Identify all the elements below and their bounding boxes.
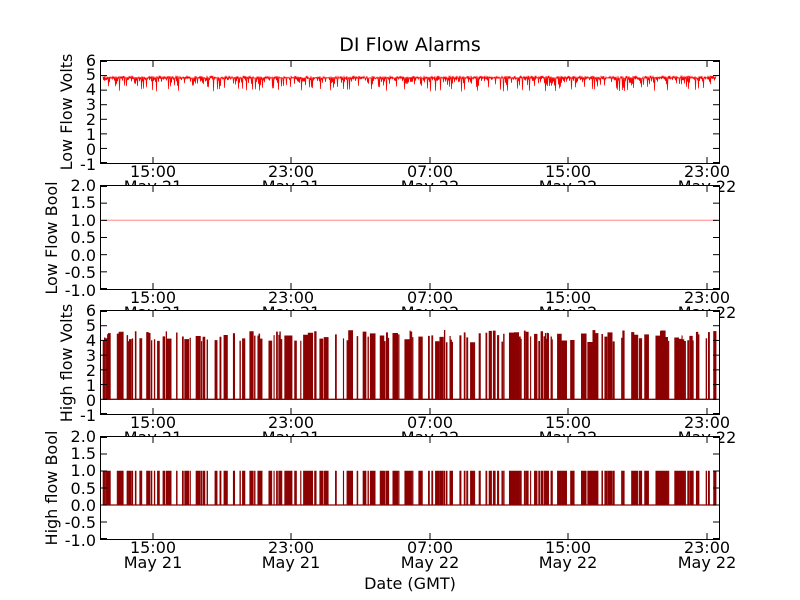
plot-area [101,186,719,289]
plot-area [101,437,719,539]
y-tick-label: -0.5 [64,263,96,282]
x-tick-time-label: 23:00 [267,413,315,432]
x-tick-time-label: 23:00 [267,288,315,307]
y-tick-label: -0.5 [64,513,96,533]
x-tick-date-label: May 21 [123,553,183,572]
y-tick-label: -1.0 [64,530,96,550]
y-tick-label: -1.0 [64,280,96,300]
subplot-low-flow-bool [100,185,720,290]
x-tick-time-label: 15:00 [544,288,592,307]
y-tick-label: 4 [85,80,96,100]
y-tick-label: 6 [85,300,96,320]
x-tick-time-label: 07:00 [406,162,454,181]
y-tick-label: 0 [85,139,96,159]
high-flow-bool-trace [102,470,717,506]
x-tick-time-label: 15:00 [544,162,592,181]
x-tick-time-label: 23:00 [683,538,731,557]
y-tick-label: 0.0 [70,245,96,265]
x-tick-time-label: 15:00 [544,413,592,432]
y-tick-label: 4 [85,330,96,350]
y-tick-label: 2 [85,109,96,129]
x-tick-time-label: 15:00 [129,288,177,307]
x-tick-time-label: 23:00 [267,538,315,557]
x-tick-date-label: May 22 [538,553,598,572]
x-tick-time-label: 07:00 [406,413,454,432]
x-tick-time-label: 15:00 [129,413,177,432]
subplot-low-flow-volts [100,60,720,164]
high-flow-volts-trace [102,329,717,400]
y-tick-label: 1.5 [70,443,96,463]
y-tick-label: 0.5 [70,228,96,247]
plot-area [101,311,719,414]
y-tick-label: 5 [85,65,96,85]
x-tick-time-label: 07:00 [406,288,454,307]
y-tick-label: 0.0 [70,495,96,515]
x-tick-time-label: 15:00 [129,538,177,557]
x-tick-time-label: 23:00 [683,288,731,307]
y-tick-label: 0.5 [70,478,96,498]
y-tick-label: 3 [85,345,96,365]
x-tick-date-label: May 22 [400,553,460,572]
y-tick-label: 5 [85,315,96,335]
subplot-high-flow-bool [100,436,720,540]
x-tick-time-label: 15:00 [544,538,592,557]
y-tick-label: 1.0 [70,461,96,481]
y-tick-label: 1 [85,375,96,395]
x-tick-date-label: May 21 [261,553,321,572]
subplot-high-flow-volts [100,310,720,415]
x-tick-time-label: 23:00 [683,162,731,181]
plot-area [101,61,719,163]
y-tick-label: -1 [80,154,96,174]
y-tick-label: 1.0 [70,210,96,230]
y-tick-label: 1 [85,124,96,144]
x-tick-time-label: 15:00 [129,162,177,181]
y-tick-label: 0 [85,390,96,410]
x-axis-title: Date (GMT) [364,574,456,593]
low-flow-volts-trace [102,74,717,92]
y-tick-label: -1 [80,405,96,425]
y-tick-label: 2.0 [70,175,96,195]
x-tick-time-label: 23:00 [267,162,315,181]
y-tick-label: 2 [85,360,96,380]
y-tick-label: 3 [85,95,96,115]
y-tick-label: 2.0 [70,426,96,446]
x-tick-time-label: 07:00 [406,538,454,557]
y-tick-label: 6 [85,50,96,70]
x-tick-time-label: 23:00 [683,413,731,432]
x-tick-date-label: May 22 [677,553,737,572]
figure-title: DI Flow Alarms [339,34,481,56]
y-tick-label: 1.5 [70,193,96,212]
